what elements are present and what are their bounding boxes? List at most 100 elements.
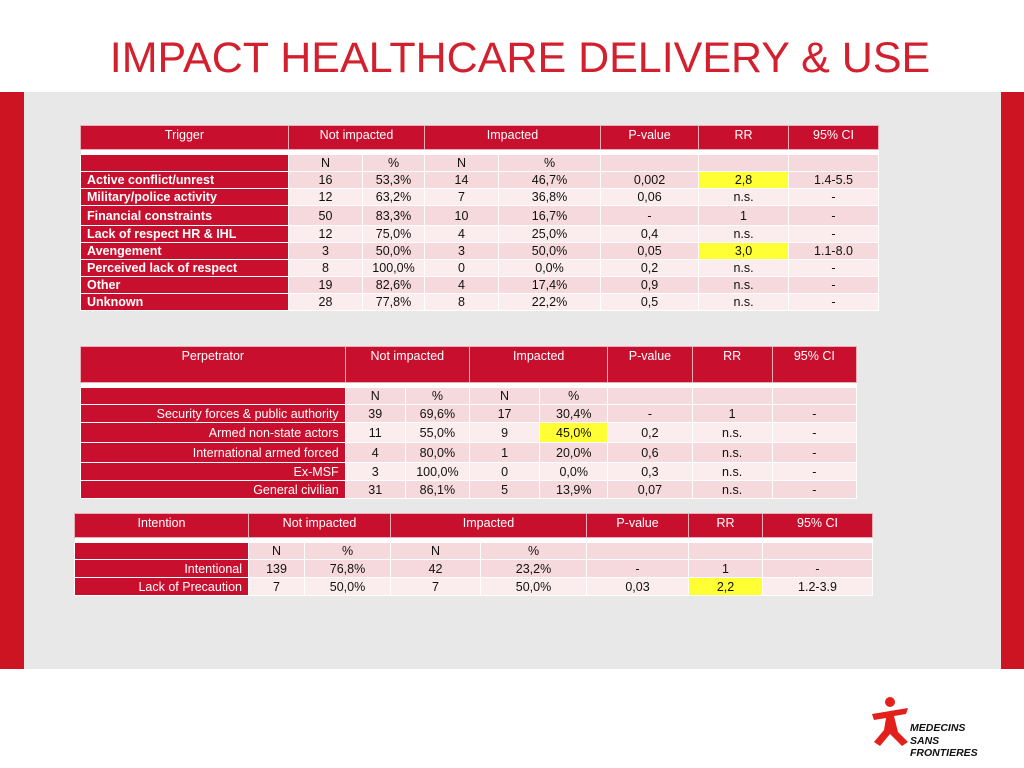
header-impacted: Impacted bbox=[389, 513, 588, 538]
header-ci: 95% CI bbox=[771, 346, 858, 383]
cell-rr: n.s. bbox=[698, 276, 790, 294]
msf-running-man-icon bbox=[872, 697, 908, 746]
row-label: Armed non-state actors bbox=[80, 422, 346, 443]
cell-impacted-pct: 16,7% bbox=[497, 205, 602, 226]
cell-rr: 1 bbox=[691, 404, 773, 423]
table-row: Unknown 28 77,8% 8 22,2% 0,5 n.s. - bbox=[80, 293, 880, 311]
cell-impacted-pct: 45,0% bbox=[539, 422, 609, 443]
cell-p-value: 0,3 bbox=[607, 462, 693, 481]
cell-rr: n.s. bbox=[691, 422, 773, 443]
cell-impacted-n: 7 bbox=[390, 577, 481, 596]
cell-p-value: 0,6 bbox=[607, 442, 693, 463]
row-label: Lack of respect HR & IHL bbox=[80, 225, 289, 243]
cell-not-impacted-pct: 75,0% bbox=[362, 225, 425, 243]
cell-not-impacted-n: 39 bbox=[344, 404, 406, 423]
table-row: Perceived lack of respect 8 100,0% 0 0,0% 0,2… bbox=[80, 259, 880, 277]
cell-rr: 1 bbox=[688, 559, 764, 578]
header-ci: 95% CI bbox=[788, 125, 880, 150]
right-accent-bar bbox=[1001, 92, 1024, 669]
cell-not-impacted-pct: 100,0% bbox=[404, 462, 470, 481]
cell-rr: n.s. bbox=[698, 188, 790, 206]
cell-impacted-pct: 50,0% bbox=[497, 242, 602, 260]
subheader-empty bbox=[586, 542, 690, 560]
cell-ci: - bbox=[771, 422, 858, 443]
cell-not-impacted-pct: 69,6% bbox=[404, 404, 470, 423]
cell-impacted-pct: 0,0% bbox=[497, 259, 602, 277]
cell-not-impacted-pct: 63,2% bbox=[362, 188, 425, 206]
cell-impacted-pct: 30,4% bbox=[539, 404, 609, 423]
subheader-pct: % bbox=[497, 154, 602, 172]
cell-ci: - bbox=[771, 480, 858, 499]
cell-impacted-pct: 25,0% bbox=[497, 225, 602, 243]
cell-impacted-pct: 22,2% bbox=[497, 293, 602, 311]
cell-impacted-n: 14 bbox=[424, 171, 499, 189]
table-row: Ex-MSF 3 100,0% 0 0,0% 0,3 n.s. - bbox=[80, 462, 858, 481]
header-ci: 95% CI bbox=[762, 513, 874, 538]
cell-impacted-n: 0 bbox=[468, 462, 541, 481]
cell-impacted-n: 4 bbox=[424, 225, 499, 243]
cell-not-impacted-n: 3 bbox=[344, 462, 406, 481]
table-row: Military/police activity 12 63,2% 7 36,8% 0,0… bbox=[80, 188, 880, 206]
subheader-label bbox=[80, 387, 346, 405]
cell-not-impacted-n: 8 bbox=[288, 259, 363, 277]
cell-p-value: - bbox=[607, 404, 693, 423]
cell-ci: - bbox=[771, 442, 858, 463]
logo-text-line1: MEDECINS bbox=[910, 722, 966, 734]
cell-not-impacted-n: 12 bbox=[288, 225, 363, 243]
row-label: Unknown bbox=[80, 293, 289, 311]
header-p-value: P-value bbox=[586, 513, 690, 538]
header-not-impacted: Not impacted bbox=[344, 346, 470, 383]
cell-not-impacted-n: 12 bbox=[288, 188, 363, 206]
cell-not-impacted-pct: 53,3% bbox=[362, 171, 425, 189]
subheader-empty bbox=[607, 387, 693, 405]
cell-impacted-pct: 13,9% bbox=[539, 480, 609, 499]
cell-rr: n.s. bbox=[698, 293, 790, 311]
row-label: Military/police activity bbox=[80, 188, 289, 206]
cell-impacted-n: 3 bbox=[424, 242, 499, 260]
header-trigger: Trigger bbox=[80, 125, 289, 150]
table-row: Other 19 82,6% 4 17,4% 0,9 n.s. - bbox=[80, 276, 880, 294]
cell-impacted-n: 9 bbox=[468, 422, 541, 443]
cell-ci: 1.1-8.0 bbox=[788, 242, 880, 260]
subheader-empty bbox=[600, 154, 700, 172]
cell-not-impacted-pct: 50,0% bbox=[304, 577, 391, 596]
cell-rr: n.s. bbox=[691, 442, 773, 463]
header-rr: RR bbox=[691, 346, 773, 383]
cell-not-impacted-pct: 50,0% bbox=[362, 242, 425, 260]
table-row: Armed non-state actors 11 55,0% 9 45,0% 0,2 n.… bbox=[80, 422, 858, 443]
logo-text-line2: SANS FRONTIERES bbox=[910, 735, 978, 759]
header-rr: RR bbox=[688, 513, 764, 538]
cell-not-impacted-n: 16 bbox=[288, 171, 363, 189]
intention-table: Intention Not impacted Impacted P-value … bbox=[74, 513, 874, 596]
cell-p-value: - bbox=[600, 205, 700, 226]
table-row: Intentional 139 76,8% 42 23,2% -1- bbox=[74, 559, 874, 578]
row-label: Lack of Precaution bbox=[74, 577, 249, 596]
row-label: Ex-MSF bbox=[80, 462, 346, 481]
cell-not-impacted-n: 3 bbox=[288, 242, 363, 260]
subheader-pct: % bbox=[362, 154, 425, 172]
table-row: Lack of Precaution 7 50,0% 7 50,0% 0,03 2,2 1.2… bbox=[74, 577, 874, 596]
trigger-table: Trigger Not impacted Impacted P-value RR… bbox=[80, 125, 880, 311]
table-row: International armed forced 4 80,0% 1 20,0% 0,… bbox=[80, 442, 858, 463]
header-not-impacted: Not impacted bbox=[248, 513, 391, 538]
slide-title: IMPACT HEALTHCARE DELIVERY & USE bbox=[109, 34, 931, 82]
header-impacted: Impacted bbox=[423, 125, 602, 150]
subheader-n: N bbox=[344, 387, 406, 405]
cell-impacted-pct: 20,0% bbox=[539, 442, 609, 463]
left-accent-bar bbox=[0, 92, 24, 669]
cell-not-impacted-pct: 80,0% bbox=[404, 442, 470, 463]
table-row: Security forces & public authority 39 69,6… bbox=[80, 404, 858, 423]
cell-ci: - bbox=[771, 462, 858, 481]
row-label: International armed forced bbox=[80, 442, 346, 463]
row-label: General civilian bbox=[80, 480, 346, 499]
cell-not-impacted-n: 28 bbox=[288, 293, 363, 311]
cell-impacted-pct: 46,7% bbox=[497, 171, 602, 189]
header-impacted: Impacted bbox=[468, 346, 609, 383]
table-row: Lack of respect HR & IHL 12 75,0% 4 25,0% 0,4… bbox=[80, 225, 880, 243]
cell-rr: 2,2 bbox=[688, 577, 764, 596]
table-row: Avengement 3 50,0% 3 50,0% 0,05 3,0 1.1-8.0 bbox=[80, 242, 880, 260]
cell-not-impacted-n: 4 bbox=[344, 442, 406, 463]
cell-impacted-pct: 50,0% bbox=[479, 577, 588, 596]
cell-not-impacted-pct: 86,1% bbox=[404, 480, 470, 499]
subheader-n: N bbox=[390, 542, 481, 560]
